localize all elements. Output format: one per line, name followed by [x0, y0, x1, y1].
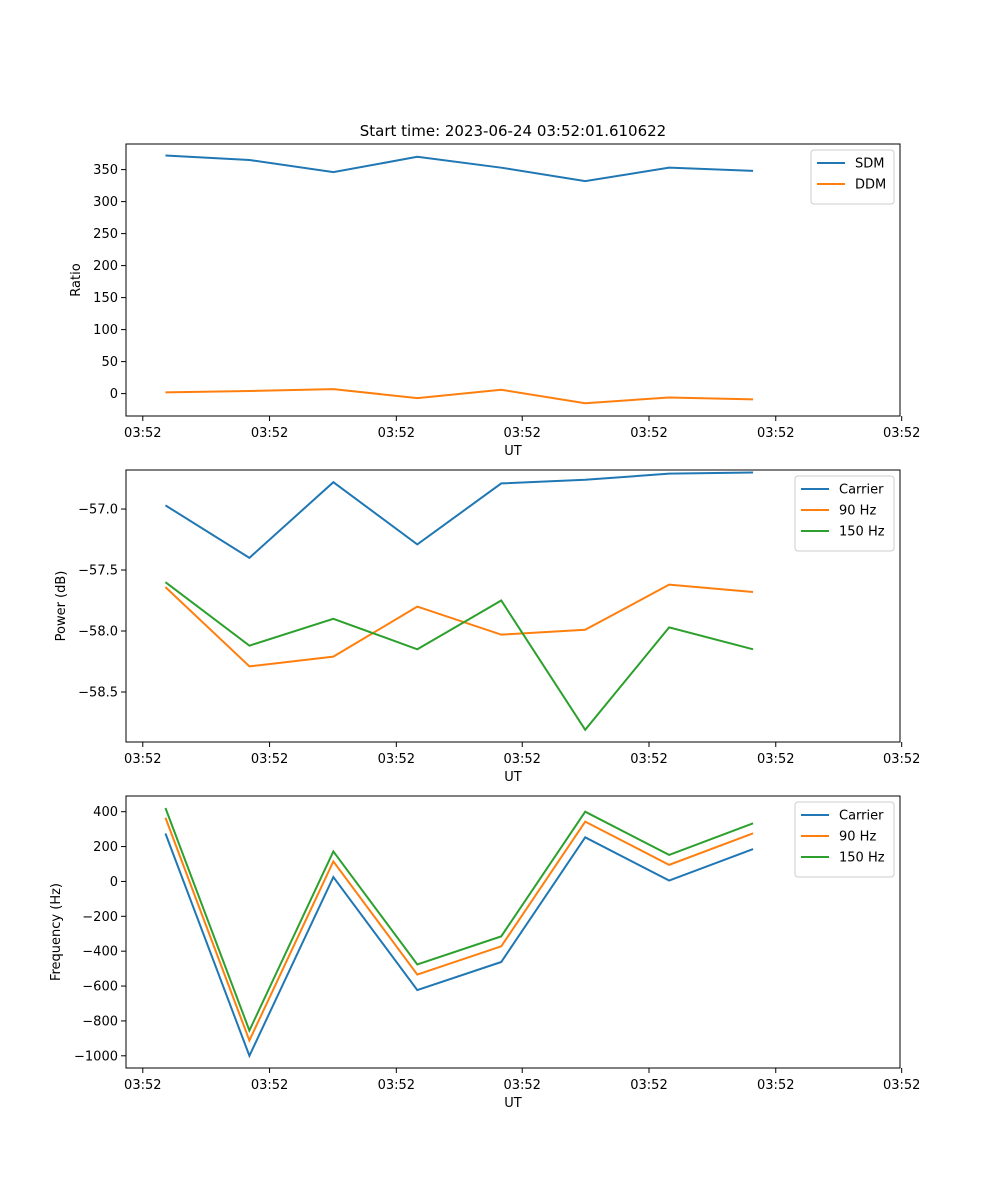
y-tick-label: −400	[82, 945, 118, 960]
series-line-carrier	[164, 833, 754, 1059]
y-tick-label: −600	[82, 980, 118, 995]
figure-title: Start time: 2023-06-24 03:52:01.610622	[360, 122, 666, 140]
y-tick-label: 350	[93, 163, 118, 178]
x-axis-label: UT	[504, 444, 522, 459]
x-tick-label: 03:52	[503, 426, 540, 441]
x-tick-label: 03:52	[251, 426, 288, 441]
series-line-90-hz	[164, 817, 754, 1044]
y-tick-label: 0	[110, 875, 118, 890]
x-tick-label: 03:52	[757, 426, 794, 441]
legend-label: 90 Hz	[839, 504, 876, 519]
x-axis-label: UT	[504, 1096, 522, 1111]
legend: Carrier 90 Hz 150 Hz	[794, 475, 895, 552]
x-tick-label: 03:52	[124, 426, 161, 441]
x-tick-label: 03:52	[630, 752, 667, 767]
x-tick-label: 03:52	[251, 1078, 288, 1093]
x-tick-label: 03:52	[883, 752, 920, 767]
x-tick-label: 03:52	[630, 1078, 667, 1093]
y-tick-label: −58.5	[78, 685, 118, 700]
x-tick-label: 03:52	[757, 752, 794, 767]
y-tick-label: 200	[93, 259, 118, 274]
x-tick-label: 03:52	[503, 752, 540, 767]
x-tick-label: 03:52	[124, 1078, 161, 1093]
series-line-ddm	[165, 388, 754, 405]
y-tick-label: −57.5	[78, 564, 118, 579]
y-axis-label: Power (dB)	[54, 571, 69, 642]
legend: SDM DDM	[810, 149, 895, 205]
legend-label: 150 Hz	[839, 851, 885, 866]
axes-frame	[125, 795, 901, 1069]
x-tick-label: 03:52	[503, 1078, 540, 1093]
y-axis-label: Ratio	[69, 263, 84, 296]
series-line-carrier	[164, 471, 754, 560]
x-tick-label: 03:52	[378, 426, 415, 441]
y-tick-label: −800	[82, 1014, 118, 1029]
y-tick-label: −57.0	[78, 503, 118, 518]
y-tick-label: −58.0	[78, 625, 118, 640]
chart-1: 03:52 03:52 03:52 03:52 03:52 03:52 03:52 0 50 10…	[69, 143, 920, 459]
y-tick-label: 250	[93, 227, 118, 242]
axes-frame	[125, 469, 901, 743]
chart-3: 03:52 03:52 03:52 03:52 03:52 03:52 03:52 400 20…	[49, 795, 920, 1111]
y-tick-label: 400	[93, 805, 118, 820]
x-tick-label: 03:52	[630, 426, 667, 441]
legend-label: DDM	[855, 178, 886, 193]
x-tick-label: 03:52	[378, 1078, 415, 1093]
charts: 03:52 03:52 03:52 03:52 03:52 03:52 03:52 0 50 10…	[49, 143, 920, 1111]
chart-2: 03:52 03:52 03:52 03:52 03:52 03:52 03:52 −57.0…	[54, 469, 920, 785]
y-tick-label: 300	[93, 195, 118, 210]
series-line-sdm	[165, 154, 754, 183]
x-tick-label: 03:52	[251, 752, 288, 767]
legend-label: Carrier	[839, 809, 884, 824]
y-tick-label: −1000	[74, 1049, 118, 1064]
y-tick-label: 100	[93, 323, 118, 338]
x-axis-label: UT	[504, 770, 522, 785]
legend-label: 90 Hz	[839, 830, 876, 845]
legend-label: 150 Hz	[839, 525, 885, 540]
legend: Carrier 90 Hz 150 Hz	[794, 801, 895, 878]
legend-box	[794, 801, 895, 878]
y-tick-label: 50	[101, 355, 118, 370]
x-tick-label: 03:52	[883, 1078, 920, 1093]
series-line-90-hz	[164, 583, 754, 668]
x-tick-label: 03:52	[757, 1078, 794, 1093]
y-axis-label: Frequency (Hz)	[49, 883, 64, 981]
y-tick-label: 0	[110, 387, 118, 402]
series-line-150-hz	[164, 581, 754, 732]
axes-frame	[125, 143, 901, 417]
x-tick-label: 03:52	[883, 426, 920, 441]
x-tick-label: 03:52	[124, 752, 161, 767]
legend-box	[794, 475, 895, 552]
y-tick-label: 150	[93, 291, 118, 306]
y-tick-label: −200	[82, 910, 118, 925]
legend-label: SDM	[855, 157, 884, 172]
y-tick-label: 200	[93, 840, 118, 855]
series-line-150-hz	[164, 807, 754, 1034]
x-tick-label: 03:52	[378, 752, 415, 767]
legend-label: Carrier	[839, 483, 884, 498]
